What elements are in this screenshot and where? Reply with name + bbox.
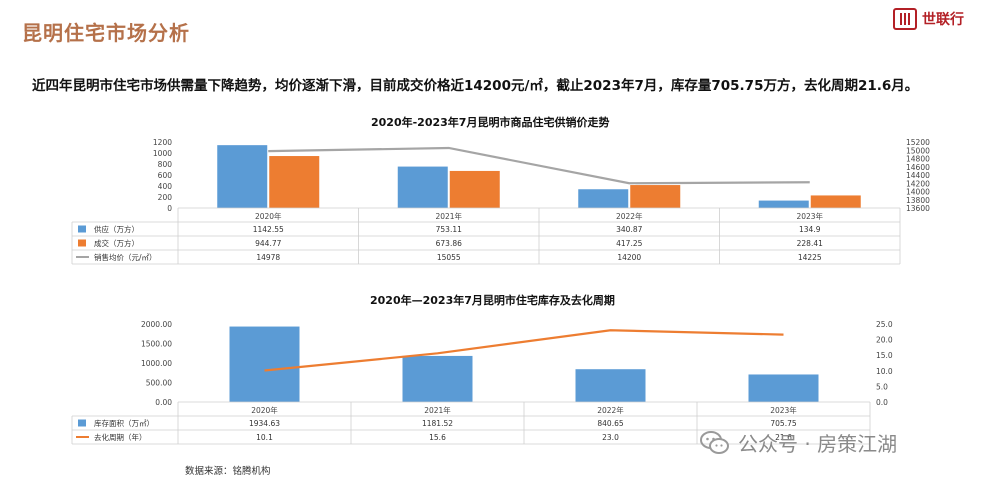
y-left-tick-label: 1500.00 [141,340,172,349]
category-label: 2021年 [424,405,451,415]
data-label: 840.65 [597,419,623,428]
y-right-tick-label: 13800 [906,196,930,205]
bar [810,195,861,208]
data-label: 753.11 [436,225,462,234]
legend-key [78,225,86,233]
legend-label: 供应（万方） [94,224,139,234]
data-label: 340.87 [616,225,642,234]
legend-label: 成交（万方） [94,238,139,248]
data-label: 228.41 [797,239,823,248]
watermark-text: 公众号 · 房策江湖 [738,432,898,456]
data-label: 21.6 [775,433,792,442]
bar [397,166,448,208]
bar [748,374,819,402]
watermark: 公众号 · 房策江湖 [700,428,897,457]
y-right-tick-label: 5.0 [876,382,888,391]
y-left-tick-label: 600 [158,171,173,180]
y-right-tick-label: 13600 [906,204,930,213]
y-right-tick-label: 0.0 [876,398,888,407]
legend-key [78,419,86,427]
data-label: 673.86 [436,239,462,248]
category-label: 2023年 [770,405,797,415]
y-left-tick-label: 800 [158,160,173,169]
y-right-tick-label: 10.0 [876,367,893,376]
category-label: 2020年 [251,405,278,415]
bar [630,185,681,208]
y-right-tick-label: 14800 [906,155,930,164]
data-label: 417.25 [616,239,642,248]
bar [758,200,809,208]
category-label: 2020年 [255,211,282,221]
y-right-tick-label: 15000 [906,146,930,155]
legend-key [78,239,86,247]
y-left-tick-label: 400 [158,182,173,191]
data-label: 1142.55 [253,225,284,234]
series-line [268,146,810,185]
logo-text: 世联行 [922,12,964,28]
legend-label: 销售均价（元/㎡） [94,252,157,262]
wechat-icon [700,430,729,454]
series-line [264,329,784,372]
y-right-tick-label: 15200 [906,138,930,147]
bar [575,369,646,402]
y-right-tick-label: 14200 [906,179,930,188]
bar [402,355,473,402]
data-label: 134.9 [799,225,821,234]
data-label: 15.6 [429,433,446,442]
data-label: 944.77 [255,239,281,248]
supply-sales-price-chart: 0200400600800100012001360013800140001420… [71,138,930,265]
data-label: 1934.63 [249,419,280,428]
y-right-tick-label: 14400 [906,171,930,180]
y-left-tick-label: 0.00 [155,398,172,407]
legend-label: 去化周期（年） [94,432,147,442]
inventory-cycle-chart: 0.00 500.00 1000.00 1500.00 2000.00 0.0 5.0 10.… [71,320,893,445]
data-label: 14200 [617,253,641,262]
page-title: 昆明住宅市场分析 [22,21,190,45]
data-label: 1181.52 [422,419,453,428]
y-right-tick-label: 14000 [906,188,930,197]
bar [217,145,268,208]
y-left-tick-label: 1000.00 [141,359,172,368]
data-label: 23.0 [602,433,619,442]
data-source: 数据来源：铭腾机构 [185,466,271,477]
y-left-tick-label: 0 [167,204,172,213]
chart1-title: 2020年-2023年7月昆明市商品住宅供销价走势 [371,116,610,129]
y-left-tick-label: 1200 [153,138,172,147]
headline: 近四年昆明市住宅市场供需量下降趋势，均价逐渐下滑，目前成交价格近14200元/㎡… [32,78,919,94]
y-left-tick-label: 1000 [153,149,172,158]
chart2-title: 2020年—2023年7月昆明市住宅库存及去化周期 [370,294,615,307]
y-left-tick-label: 2000.00 [141,320,172,329]
y-left-tick-label: 500.00 [146,379,172,388]
bar [229,326,300,402]
brand-logo: 世联行 [893,6,979,32]
y-right-tick-label: 20.0 [876,336,893,345]
y-right-tick-label: 25.0 [876,320,893,329]
category-label: 2022年 [597,405,624,415]
logo-icon [893,8,917,30]
data-label: 10.1 [256,433,273,442]
y-left-tick-label: 200 [158,193,173,202]
legend-label: 库存面积（万㎡） [94,418,154,428]
bar [578,189,629,208]
y-right-tick-label: 14600 [906,163,930,172]
data-label: 705.75 [770,419,796,428]
y-right-tick-label: 15.0 [876,351,893,360]
data-label: 14225 [798,253,822,262]
category-label: 2021年 [435,211,462,221]
data-label: 15055 [437,253,461,262]
category-label: 2023年 [796,211,823,221]
data-label: 14978 [256,253,280,262]
category-label: 2022年 [616,211,643,221]
bar [269,156,320,208]
bar [449,170,500,208]
